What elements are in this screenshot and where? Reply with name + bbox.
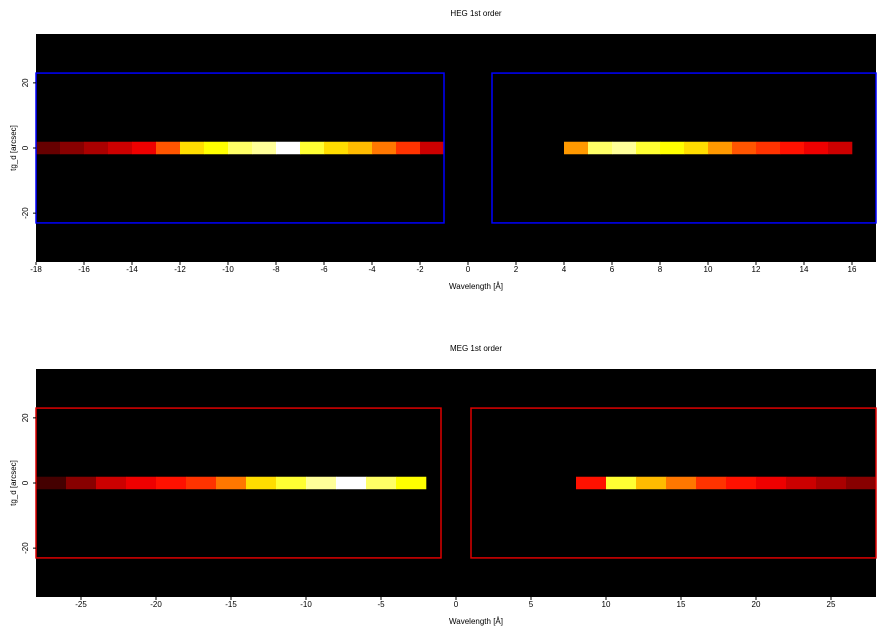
- heat-cell: [96, 476, 127, 490]
- heat-cell: [816, 476, 847, 490]
- x-tick-label: -4: [368, 265, 376, 274]
- x-tick-label: -10: [222, 265, 234, 274]
- x-tick-label: 16: [848, 265, 857, 274]
- y-axis-label: tg_d [arcsec]: [9, 460, 18, 506]
- heat-cell: [36, 476, 67, 490]
- x-tick-label: 14: [800, 265, 809, 274]
- heat-cell: [324, 141, 349, 155]
- heat-cell: [660, 141, 685, 155]
- x-tick-label: -8: [272, 265, 280, 274]
- heat-cell: [66, 476, 97, 490]
- y-tick-label: -20: [21, 542, 30, 554]
- heat-cell: [216, 476, 247, 490]
- heat-cell: [696, 476, 727, 490]
- heat-cell: [36, 141, 61, 155]
- x-tick-label: -10: [300, 600, 312, 609]
- heat-cell: [204, 141, 229, 155]
- y-axis-label: tg_d [arcsec]: [9, 125, 18, 171]
- heat-cell: [612, 141, 637, 155]
- x-axis-label: Wavelength [Å]: [449, 617, 503, 626]
- y-tick-label: 20: [21, 413, 30, 422]
- x-tick-label: -18: [30, 265, 42, 274]
- heat-cell: [636, 141, 661, 155]
- y-tick-label: 0: [21, 480, 30, 485]
- heat-cell: [300, 141, 325, 155]
- heat-cell: [132, 141, 157, 155]
- y-tick-label: -20: [21, 207, 30, 219]
- x-tick-label: -16: [78, 265, 90, 274]
- y-tick-label: 20: [21, 78, 30, 87]
- x-tick-label: 6: [610, 265, 615, 274]
- heat-cell: [828, 141, 853, 155]
- chart-title: MEG 1st order: [450, 344, 502, 353]
- heat-cell: [228, 141, 253, 155]
- heat-cell: [84, 141, 109, 155]
- x-tick-label: -14: [126, 265, 138, 274]
- chart-title: HEG 1st order: [450, 9, 501, 18]
- heat-cell: [348, 141, 373, 155]
- x-tick-label: -6: [320, 265, 328, 274]
- heat-cell: [420, 141, 445, 155]
- heat-cell: [108, 141, 133, 155]
- region-box: [470, 407, 877, 559]
- x-tick-label: -20: [150, 600, 162, 609]
- x-axis-label: Wavelength [Å]: [449, 282, 503, 291]
- heat-cell: [396, 476, 427, 490]
- heat-cell: [276, 476, 307, 490]
- heat-cell: [126, 476, 157, 490]
- heat-cell: [156, 141, 181, 155]
- heat-cell: [666, 476, 697, 490]
- x-tick-label: -12: [174, 265, 186, 274]
- x-tick-label: -25: [75, 600, 87, 609]
- heat-cell: [684, 141, 709, 155]
- x-tick-label: -2: [416, 265, 424, 274]
- heat-cell: [564, 141, 589, 155]
- x-tick-label: -5: [377, 600, 385, 609]
- x-tick-label: 15: [677, 600, 686, 609]
- heat-cell: [606, 476, 637, 490]
- heat-cell: [636, 476, 667, 490]
- x-tick-label: 4: [562, 265, 567, 274]
- x-tick-label: -15: [225, 600, 237, 609]
- heat-cell: [846, 476, 877, 490]
- heat-cell: [780, 141, 805, 155]
- heat-cell: [252, 141, 277, 155]
- x-tick-label: 20: [752, 600, 761, 609]
- heat-cell: [786, 476, 817, 490]
- heat-cell: [732, 141, 757, 155]
- x-tick-label: 0: [466, 265, 471, 274]
- region-box: [491, 72, 877, 224]
- heat-cell: [756, 476, 787, 490]
- x-tick-label: 10: [704, 265, 713, 274]
- heat-cell: [246, 476, 277, 490]
- x-tick-label: 12: [752, 265, 761, 274]
- heat-cell: [804, 141, 829, 155]
- heat-cell: [588, 141, 613, 155]
- x-tick-label: 0: [454, 600, 459, 609]
- heat-cell: [180, 141, 205, 155]
- heat-cell: [576, 476, 607, 490]
- heat-cell: [372, 141, 397, 155]
- heat-cell: [708, 141, 733, 155]
- heat-cell: [60, 141, 85, 155]
- heat-cell: [396, 141, 421, 155]
- heat-cell: [756, 141, 781, 155]
- heat-cell: [726, 476, 757, 490]
- heat-cell: [306, 476, 337, 490]
- y-tick-label: 0: [21, 145, 30, 150]
- x-tick-label: 25: [827, 600, 836, 609]
- heat-cell: [366, 476, 397, 490]
- x-tick-label: 2: [514, 265, 519, 274]
- heat-cell: [186, 476, 217, 490]
- heat-cell: [276, 141, 301, 155]
- x-tick-label: 5: [529, 600, 534, 609]
- x-tick-label: 8: [658, 265, 663, 274]
- x-tick-label: 10: [602, 600, 611, 609]
- heat-cell: [336, 476, 367, 490]
- heat-cell: [156, 476, 187, 490]
